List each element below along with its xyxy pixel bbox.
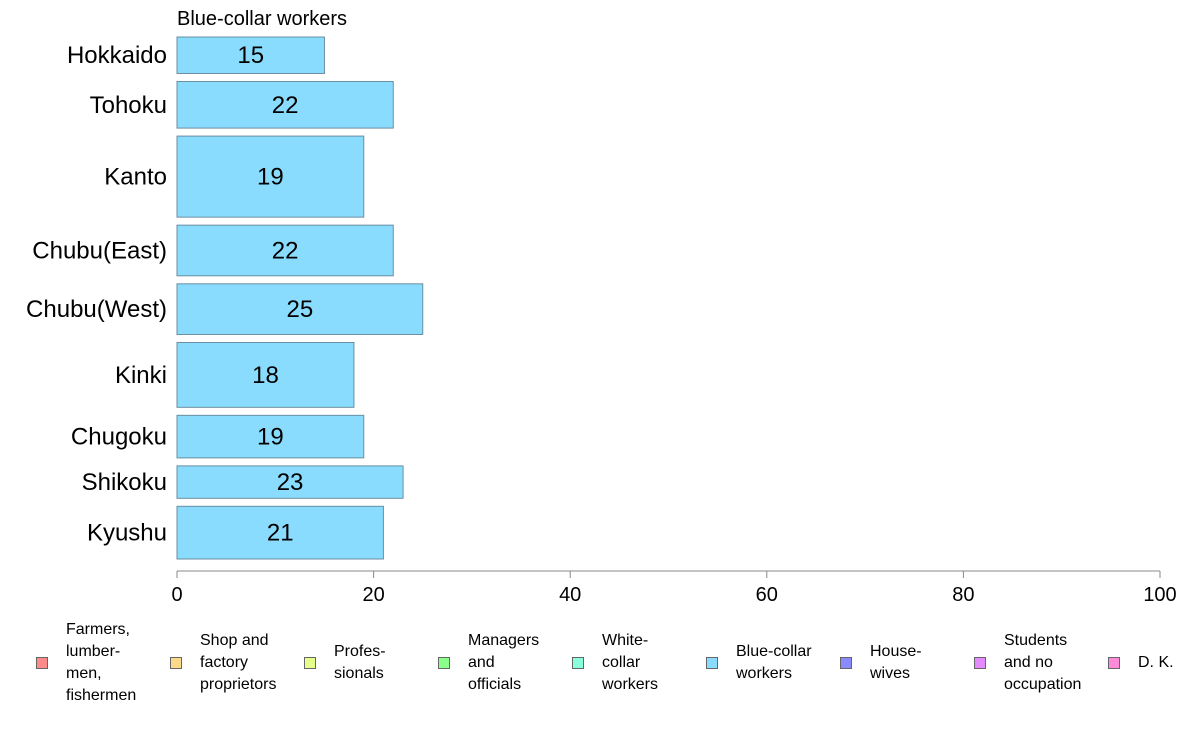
legend-swatch xyxy=(974,657,986,669)
legend-swatch xyxy=(840,657,852,669)
category-label: Kinki xyxy=(115,362,167,389)
bar-chubu-west- xyxy=(176,283,424,335)
legend-item: Profes- sionals xyxy=(304,620,386,706)
x-axis: 0 20 40 60 80 100 xyxy=(171,570,1177,606)
value-label: 19 xyxy=(257,164,284,191)
legend-item: Managers and officials xyxy=(438,620,539,706)
x-tick-label: 60 xyxy=(756,584,778,606)
legend-label: Farmers, lumber- men, fishermen xyxy=(66,621,137,704)
legend-swatch xyxy=(304,657,316,669)
value-label: 22 xyxy=(272,92,299,119)
bar-chart: Blue-collar workers Hokkaido 15 Tohoku 22 Ka… xyxy=(26,8,1177,606)
value-label: 23 xyxy=(277,469,304,496)
legend-label: Profes- sionals xyxy=(334,643,386,682)
category-label: Chugoku xyxy=(71,424,167,451)
value-label: 15 xyxy=(237,42,264,69)
legend-item: Students and no occupation xyxy=(974,620,1081,706)
legend-label: White- collar workers xyxy=(602,632,659,693)
legend-label: Managers and officials xyxy=(468,632,540,693)
bars-group: Hokkaido 15 Tohoku 22 Kanto 19 Chubu(East) 22 Ch… xyxy=(26,36,424,560)
legend-label: House- wives xyxy=(870,643,922,682)
legend-swatch xyxy=(706,657,718,669)
x-tick-label: 100 xyxy=(1143,584,1176,606)
x-tick-label: 0 xyxy=(171,584,182,606)
legend-swatch xyxy=(36,657,48,669)
x-tick-label: 40 xyxy=(559,584,581,606)
legend-item: Farmers, lumber- men, fishermen xyxy=(36,620,136,706)
category-label: Chubu(West) xyxy=(26,296,167,323)
bar-shikoku xyxy=(176,465,404,499)
bar-chugoku xyxy=(176,414,365,459)
category-label: Hokkaido xyxy=(67,42,167,69)
legend-swatch xyxy=(438,657,450,669)
x-tick-label: 80 xyxy=(952,584,974,606)
bar-kinki xyxy=(176,341,355,408)
value-label: 22 xyxy=(272,237,299,264)
legend-label: Blue-collar workers xyxy=(736,643,812,682)
category-label: Kyushu xyxy=(87,520,167,547)
legend-item: Blue-collar workers xyxy=(706,620,812,706)
bar-tohoku xyxy=(176,80,394,129)
chart-title: Blue-collar workers xyxy=(177,8,347,30)
category-label: Shikoku xyxy=(82,469,167,496)
category-label: Tohoku xyxy=(90,92,167,119)
value-label: 21 xyxy=(267,520,294,547)
bar-kyushu xyxy=(176,505,384,560)
category-label: Chubu(East) xyxy=(32,237,167,264)
legend-label: Shop and factory proprietors xyxy=(200,632,277,693)
value-label: 18 xyxy=(252,362,279,389)
bar-chubu-east- xyxy=(176,224,394,277)
category-label: Kanto xyxy=(104,164,167,191)
bar-hokkaido xyxy=(176,36,325,74)
legend-label: Students and no occupation xyxy=(1004,632,1082,693)
legend: Farmers, lumber- men, fishermen Shop and … xyxy=(36,620,1186,720)
legend-item: D. K. xyxy=(1108,620,1174,706)
legend-swatch xyxy=(170,657,182,669)
legend-label: D. K. xyxy=(1138,654,1174,671)
bar-kanto xyxy=(176,135,365,218)
legend-item: Shop and factory proprietors xyxy=(170,620,276,706)
value-label: 25 xyxy=(287,296,314,323)
legend-swatch xyxy=(572,657,584,669)
legend-swatch xyxy=(1108,657,1120,669)
x-tick-label: 20 xyxy=(362,584,384,606)
legend-item: House- wives xyxy=(840,620,922,706)
value-label: 19 xyxy=(257,424,284,451)
legend-item: White- collar workers xyxy=(572,620,658,706)
